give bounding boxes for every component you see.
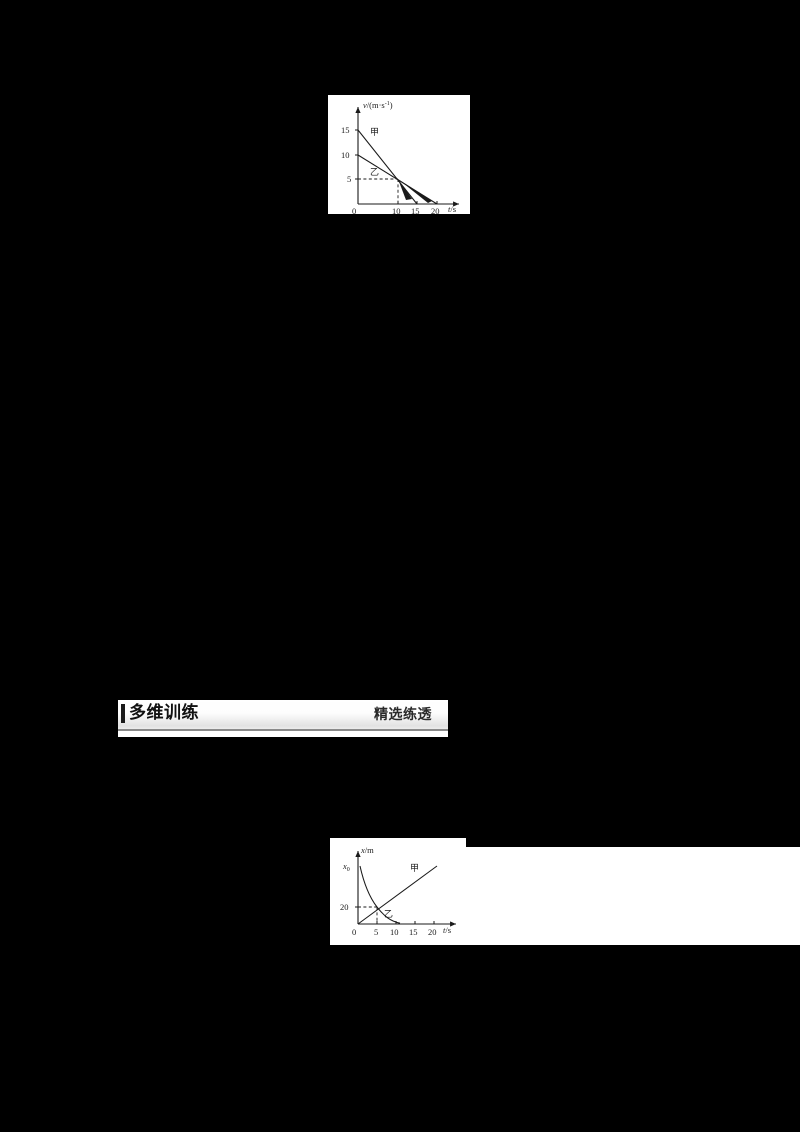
y-tick-label-10: 10 xyxy=(341,150,350,160)
section-banner-rule xyxy=(118,729,448,731)
x-tick-label-0: 0 xyxy=(352,927,356,937)
section-banner-tail xyxy=(118,731,448,737)
x-axis-label: t/s xyxy=(448,204,456,214)
series-label-jia: 甲 xyxy=(370,127,379,138)
series-line-jia xyxy=(357,129,418,205)
position-time-chart: x/m t/s x0 20 0 5 10 15 20 xyxy=(340,845,456,937)
y-tick-label-15: 15 xyxy=(341,125,350,135)
x-tick-label-20: 20 xyxy=(431,206,440,214)
y-axis-label: x/m xyxy=(360,845,374,855)
x-tick-label-10: 10 xyxy=(392,206,401,214)
series-arrow-jia xyxy=(398,179,412,200)
x-tick-label-5: 5 xyxy=(374,927,378,937)
section-subtitle: 精选练透 xyxy=(374,707,432,723)
x-tick-label-20: 20 xyxy=(428,927,437,937)
bottom-figure-whitespace xyxy=(464,847,800,945)
position-time-figure: x/m t/s x0 20 0 5 10 15 20 xyxy=(330,838,466,945)
series-label-yi: 乙 xyxy=(370,167,379,178)
section-banner xyxy=(118,700,448,733)
series-curve-yi xyxy=(359,865,401,924)
series-label-yi: 乙 xyxy=(384,909,393,920)
x-tick-label-15: 15 xyxy=(409,927,418,937)
y-tick-label-x0: x0 xyxy=(342,861,350,873)
x-tick-label-15: 15 xyxy=(411,206,420,214)
series-label-jia: 甲 xyxy=(410,863,419,874)
banner-accent-bar xyxy=(121,704,125,723)
y-axis-label: v/(m·s-1) xyxy=(363,100,393,110)
section-title: 多维训练 xyxy=(129,703,199,723)
y-tick-label-20: 20 xyxy=(340,902,349,912)
series-line-jia xyxy=(357,865,438,925)
x-tick-label-10: 10 xyxy=(390,927,399,937)
y-tick-label-5: 5 xyxy=(347,174,351,184)
x-axis-label: t/s xyxy=(443,925,451,935)
x-tick-label-0: 0 xyxy=(352,206,356,214)
series-arrow-yi xyxy=(398,179,432,203)
velocity-time-chart: v/(m·s-1) t/s 15 10 5 0 10 15 20 xyxy=(341,100,459,214)
velocity-time-figure: v/(m·s-1) t/s 15 10 5 0 10 15 20 xyxy=(328,95,470,214)
